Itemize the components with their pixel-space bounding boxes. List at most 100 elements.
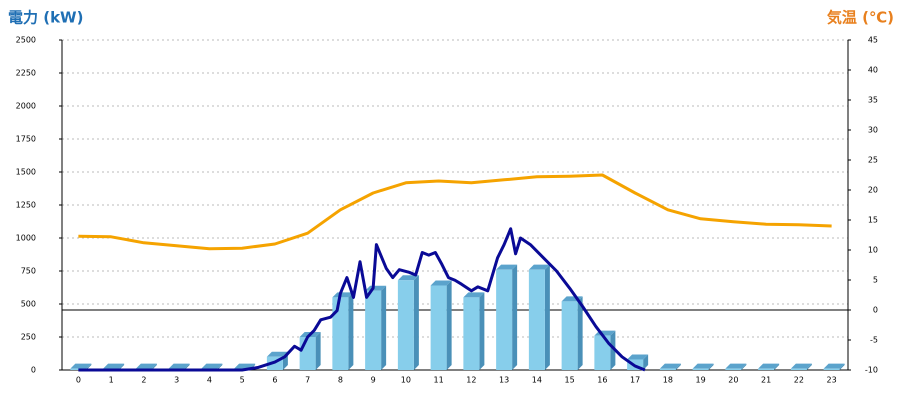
x-tick-label: 13 <box>499 376 509 385</box>
bar-side <box>675 363 681 370</box>
bar <box>463 297 480 370</box>
bar-top <box>659 363 681 369</box>
bar-side <box>512 264 518 370</box>
bar-side <box>151 363 157 370</box>
x-tick-label: 14 <box>532 376 542 385</box>
y2-tick-label: -10 <box>865 366 878 375</box>
bar-top <box>463 292 485 298</box>
y-tick-label: 250 <box>21 333 36 342</box>
x-tick-label: 22 <box>794 376 804 385</box>
y2-tick-label: 15 <box>868 216 878 225</box>
y-tick-label: 1250 <box>16 201 36 210</box>
bar <box>725 368 742 370</box>
bar <box>594 335 611 370</box>
x-tick-label: 19 <box>696 376 706 385</box>
left-axis-title: 電力 (kW) <box>8 9 83 27</box>
x-tick-label: 16 <box>597 376 607 385</box>
bar-side <box>315 332 321 370</box>
y-tick-label: 0 <box>31 366 36 375</box>
bar <box>790 368 807 370</box>
bar-side <box>774 363 780 370</box>
bar-side <box>86 363 92 370</box>
bar <box>561 301 578 370</box>
bar-side <box>184 363 190 370</box>
y-tick-label: 2000 <box>16 102 36 111</box>
x-tick-label: 5 <box>240 376 245 385</box>
bar-top <box>168 363 190 369</box>
bar-top <box>627 354 649 360</box>
x-tick-label: 9 <box>371 376 376 385</box>
x-tick-label: 8 <box>338 376 343 385</box>
bar-side <box>413 275 419 370</box>
line <box>78 173 832 251</box>
bar-top <box>790 363 812 369</box>
bar-side <box>741 363 747 370</box>
y-tick-label: 1750 <box>16 135 36 144</box>
bar-side <box>708 363 714 370</box>
bar <box>430 285 447 370</box>
bar-top <box>70 363 92 369</box>
bar <box>332 297 349 370</box>
bar-top <box>266 351 288 357</box>
bar-top <box>758 363 780 369</box>
x-tick-label: 18 <box>663 376 673 385</box>
bar-top <box>103 363 125 369</box>
y-tick-label: 2250 <box>16 69 36 78</box>
x-tick-label: 23 <box>827 376 837 385</box>
bar-top <box>496 264 518 270</box>
y2-tick-label: 35 <box>868 96 878 105</box>
bar-top <box>430 280 452 286</box>
x-tick-label: 3 <box>174 376 179 385</box>
bar-side <box>119 363 125 370</box>
x-tick-label: 2 <box>141 376 146 385</box>
bar <box>496 269 513 370</box>
bar-side <box>577 296 583 370</box>
bar <box>823 368 840 370</box>
x-tick-label: 1 <box>109 376 114 385</box>
y-tick-label: 750 <box>21 267 36 276</box>
x-tick-label: 0 <box>76 376 81 385</box>
bar-side <box>446 280 452 370</box>
y2-tick-label: 45 <box>868 36 878 45</box>
bar-side <box>381 285 387 370</box>
y-tick-label: 1500 <box>16 168 36 177</box>
right-axis-title: 気温 (℃) <box>827 9 894 27</box>
bar-top <box>725 363 747 369</box>
bar-top <box>823 363 845 369</box>
bar <box>758 368 775 370</box>
y2-tick-label: -5 <box>870 336 878 345</box>
bar-top <box>397 275 419 281</box>
bar-side <box>839 363 845 370</box>
y2-tick-label: 5 <box>873 276 878 285</box>
y-tick-label: 1000 <box>16 234 36 243</box>
bar <box>365 290 382 370</box>
y2-tick-label: 10 <box>868 246 878 255</box>
bar <box>397 280 414 370</box>
x-tick-label: 20 <box>728 376 738 385</box>
line <box>78 227 646 372</box>
bar-side <box>610 330 616 370</box>
x-tick-label: 17 <box>630 376 640 385</box>
bar <box>299 337 316 370</box>
bar-side <box>643 354 649 370</box>
x-tick-label: 15 <box>565 376 575 385</box>
x-tick-label: 7 <box>305 376 310 385</box>
bar-top <box>528 264 550 270</box>
bar-side <box>544 264 550 370</box>
bar <box>692 368 709 370</box>
bar-side <box>217 363 223 370</box>
bar-side <box>806 363 812 370</box>
bar-top <box>135 363 157 369</box>
y-tick-label: 2500 <box>16 36 36 45</box>
y2-tick-label: 40 <box>868 66 878 75</box>
bar-top <box>332 292 354 298</box>
x-tick-label: 4 <box>207 376 212 385</box>
x-tick-label: 21 <box>761 376 771 385</box>
bar <box>528 269 545 370</box>
bar-top <box>692 363 714 369</box>
bar-side <box>479 292 485 370</box>
bar-side <box>348 292 354 370</box>
x-tick-label: 10 <box>401 376 411 385</box>
y-tick-label: 500 <box>21 300 36 309</box>
